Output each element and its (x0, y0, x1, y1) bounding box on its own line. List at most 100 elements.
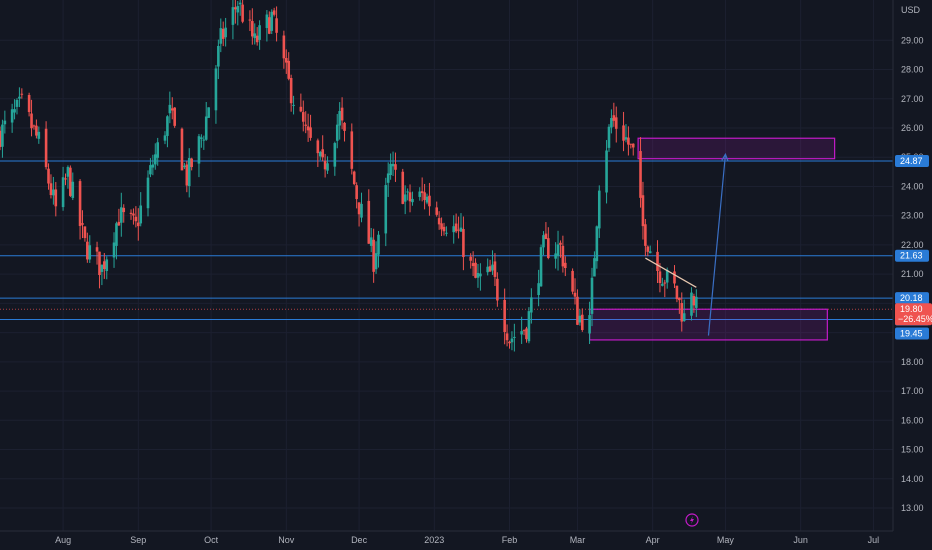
candle (255, 27, 259, 46)
candle (139, 192, 143, 227)
candle (675, 285, 679, 303)
candle (692, 293, 696, 313)
candle (10, 103, 14, 133)
candle (544, 222, 548, 240)
candle (391, 151, 395, 176)
candle (644, 218, 647, 257)
candle (289, 74, 293, 112)
candle (537, 269, 540, 307)
price-tick-label: 23.00 (901, 211, 924, 221)
candle (476, 264, 480, 288)
candle (83, 226, 87, 242)
candle (236, 1, 240, 26)
time-tick-label: Sep (130, 535, 146, 545)
candle (61, 166, 65, 211)
candle (394, 152, 397, 182)
price-tick-label: 18.00 (901, 357, 924, 367)
candle (343, 121, 346, 142)
candle (559, 240, 562, 258)
candle (103, 253, 106, 279)
candle (321, 135, 324, 162)
candle (0, 126, 2, 151)
candle (338, 102, 341, 140)
time-tick-label: Jun (793, 535, 808, 545)
candle (377, 231, 380, 268)
price-tick-label: 26.00 (901, 123, 924, 133)
candle (134, 206, 138, 228)
time-tick-label: Mar (570, 535, 586, 545)
level-tag-bg (895, 292, 929, 305)
candle (37, 126, 41, 144)
currency-label: USD (901, 5, 921, 15)
candle (408, 184, 412, 213)
candle (590, 267, 594, 327)
candle (287, 52, 291, 81)
candle (357, 202, 361, 227)
candle (401, 168, 405, 205)
candle (648, 245, 652, 254)
candle (554, 242, 557, 269)
candle (372, 228, 375, 283)
candle (418, 187, 422, 201)
candle (64, 173, 67, 186)
trend-line[interactable] (645, 257, 697, 288)
projection-arrow[interactable] (707, 154, 727, 336)
time-tick-label: Feb (502, 535, 518, 545)
candle (27, 92, 31, 117)
price-zones[interactable] (588, 137, 836, 341)
time-tick-label: Oct (204, 535, 219, 545)
candle (238, 0, 242, 16)
candle (386, 162, 390, 197)
candle (580, 308, 584, 332)
candle (452, 215, 456, 244)
candle (510, 331, 514, 351)
zone-box-1[interactable] (637, 137, 836, 160)
time-tick-label: May (717, 535, 735, 545)
candle (149, 158, 152, 178)
candle (69, 165, 72, 198)
time-axis[interactable]: Aug Sep Oct Nov Dec 2023 Feb Mar Apr May Jun Jul (55, 535, 879, 545)
price-change-label: −26.45% (898, 314, 932, 324)
candle (47, 163, 50, 190)
price-tick-label: 28.00 (901, 65, 924, 75)
candle (571, 268, 574, 295)
candle (44, 121, 48, 170)
level-tag-bg (895, 155, 929, 168)
level-tag-label: 21.63 (900, 251, 923, 261)
lightning-icon[interactable] (685, 513, 699, 527)
candle (605, 140, 608, 204)
candle (292, 95, 295, 115)
candle (112, 232, 116, 268)
candle (66, 165, 70, 189)
candle (695, 289, 698, 318)
candle (202, 135, 206, 150)
candle (614, 106, 618, 143)
candle (462, 216, 465, 271)
price-tick-label: 15.00 (901, 445, 924, 455)
candle (631, 143, 635, 156)
drawings[interactable] (645, 152, 729, 336)
current-price-tag-bg (895, 303, 932, 326)
candle (153, 143, 157, 170)
candle (180, 127, 184, 171)
candle (403, 185, 407, 215)
candle (272, 7, 276, 17)
candle (136, 208, 140, 241)
candle (588, 301, 591, 345)
candle (71, 172, 75, 201)
level-tag-bg (895, 327, 929, 340)
candle (185, 160, 189, 193)
candle (622, 111, 625, 152)
candle (248, 10, 252, 32)
candle (682, 299, 686, 322)
candle (52, 176, 55, 205)
candle (656, 240, 659, 284)
candle (469, 253, 472, 269)
candle (105, 256, 109, 280)
price-tick-label: 21.00 (901, 269, 924, 279)
candle (132, 208, 135, 225)
candle (459, 213, 463, 233)
candle (197, 133, 201, 178)
